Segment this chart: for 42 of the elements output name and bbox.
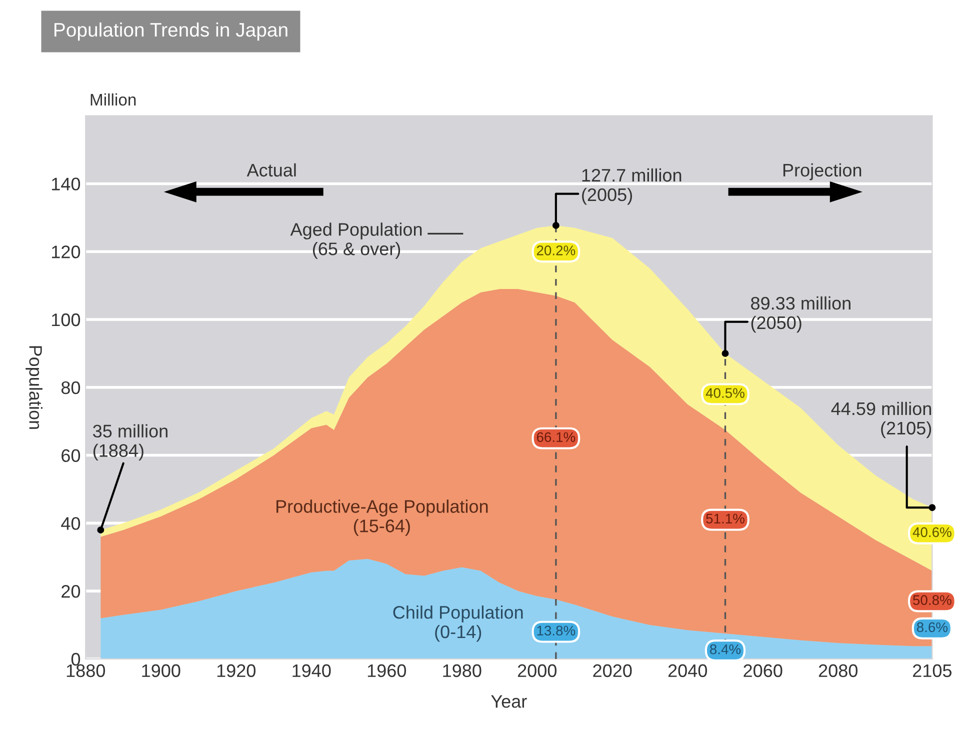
annotation: 127.7 million (2005) [582,168,682,205]
y-tick-label: 40 [61,517,80,530]
chart-title: Population Trends in Japan [54,22,288,41]
x-axis-title: Year [491,695,527,708]
y-tick-label: 60 [62,449,80,462]
annotation: Actual [246,163,296,177]
annotation: 35 million (1884) [93,424,168,461]
x-tick-label: 2020 [593,664,632,678]
x-tick-label: 2080 [818,664,858,678]
y-axis-title: Population [26,346,42,429]
x-tick-label: 1940 [292,664,331,678]
y-tick-label: 80 [61,381,80,394]
x-tick-label: 2000 [518,664,556,678]
series-label: Productive-Age Population (15-64) [276,500,488,536]
y-tick-label: 120 [52,246,80,258]
annotation: 44.59 million (2105) [831,402,932,438]
annotation: 51.1% [706,514,744,524]
x-tick-label: 1880 [66,664,105,678]
y-tick-label: 20 [62,585,80,598]
x-tick-label: 1920 [217,664,256,678]
series-label: Aged Population (65 & over) [290,222,422,259]
annotation: 40.5% [706,388,744,398]
x-tick-label: 1980 [443,664,482,678]
x-tick-label: 2040 [668,664,707,678]
annotation: 50.8% [913,595,952,605]
annotation: 8.4% [710,644,741,654]
annotation: 8.6% [916,622,948,632]
x-tick-label: 2060 [744,664,782,678]
annotation: 89.33 million (2050) [751,296,850,333]
y-tick-label: 100 [52,313,80,326]
y-tick-label: 140 [52,178,80,190]
x-tick-label: 1900 [142,664,180,678]
text: Million [90,93,136,106]
x-tick-label: 1960 [368,664,406,678]
annotation: 13.8% [537,626,576,636]
annotation: Projection [783,163,862,180]
annotation: 40.6% [912,527,952,538]
x-tick-label: 2105 [913,664,952,678]
y-tick-label: 0 [71,652,80,666]
annotation: 66.1% [536,432,576,442]
series-label: Child Population (0-14) [393,606,523,642]
annotation: 20.2% [536,245,576,256]
